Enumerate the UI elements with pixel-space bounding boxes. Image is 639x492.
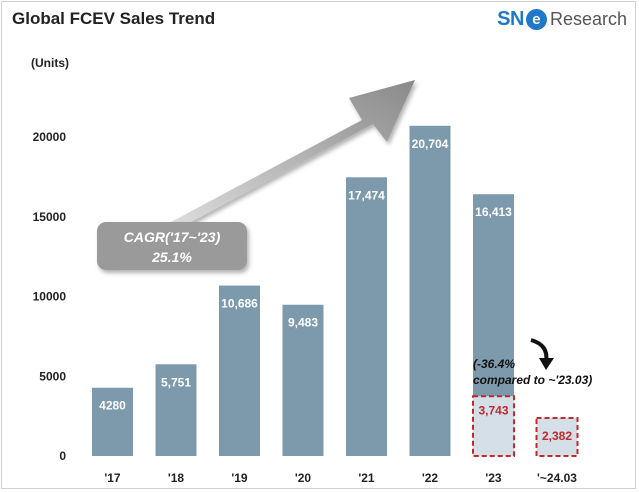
brand-logo: SN e Research (497, 8, 627, 31)
y-tick-label: 15000 (33, 210, 67, 224)
bar-5 (409, 125, 451, 456)
bar-subset-label: 3,743 (478, 403, 508, 417)
bar-7 (535, 417, 579, 458)
brand-logo-research: Research (549, 9, 627, 29)
change-line-2: compared to ~'23.03) (473, 373, 592, 387)
x-tick-label: '18 (168, 471, 185, 485)
y-tick-label: 20000 (33, 130, 67, 144)
bar-3 (282, 304, 324, 456)
x-tick-label: '20 (295, 471, 312, 485)
x-tick-label: '17 (104, 471, 121, 485)
x-tick-label: '19 (231, 471, 248, 485)
chart-title: Global FCEV Sales Trend (12, 9, 216, 28)
change-annotation: (-36.4% compared to ~'23.03) (473, 338, 592, 387)
bars: 4280 '17 5,751 '18 10,686 '19 9,483 '20 17,474 '2… (92, 125, 579, 485)
y-axis: 0 5000 10000 15000 20000 (33, 130, 67, 463)
bar-value-label: 17,474 (348, 188, 385, 202)
x-tick-label: '~24.03 (537, 471, 577, 485)
y-axis-unit-label: (Units) (31, 56, 69, 70)
bar-value-label: 5,751 (161, 375, 191, 389)
brand-logo-sn: SN (497, 8, 524, 30)
bar-subset-23 (472, 395, 515, 458)
bar-value-label: 2,382 (542, 429, 572, 443)
x-tick-label: '22 (422, 471, 439, 485)
brand-logo-e: e (525, 9, 547, 30)
bar-value-label: 4280 (99, 399, 126, 413)
bar-0 (92, 387, 133, 456)
curved-arrow-head-icon (539, 358, 554, 370)
x-tick-label: '23 (485, 471, 502, 485)
cagr-label: CAGR('17~'23) (124, 229, 221, 245)
y-tick-label: 0 (59, 449, 66, 463)
growth-arrow-icon (100, 80, 415, 265)
bar-2 (219, 285, 260, 456)
bar-value-label: 9,483 (288, 316, 318, 330)
y-tick-label: 5000 (39, 369, 66, 383)
bar-1 (155, 364, 197, 456)
y-tick-label: 10000 (33, 290, 67, 304)
change-line-1: (-36.4% (473, 357, 515, 371)
cagr-callout: CAGR('17~'23) 25.1% (97, 222, 247, 270)
bar-value-label: 10,686 (221, 297, 258, 311)
x-tick-label: '21 (358, 471, 375, 485)
bar-4 (346, 177, 387, 456)
cagr-value: 25.1% (151, 249, 192, 265)
bar-value-label: 20,704 (412, 137, 449, 151)
bar-value-label: 16,413 (475, 205, 512, 219)
